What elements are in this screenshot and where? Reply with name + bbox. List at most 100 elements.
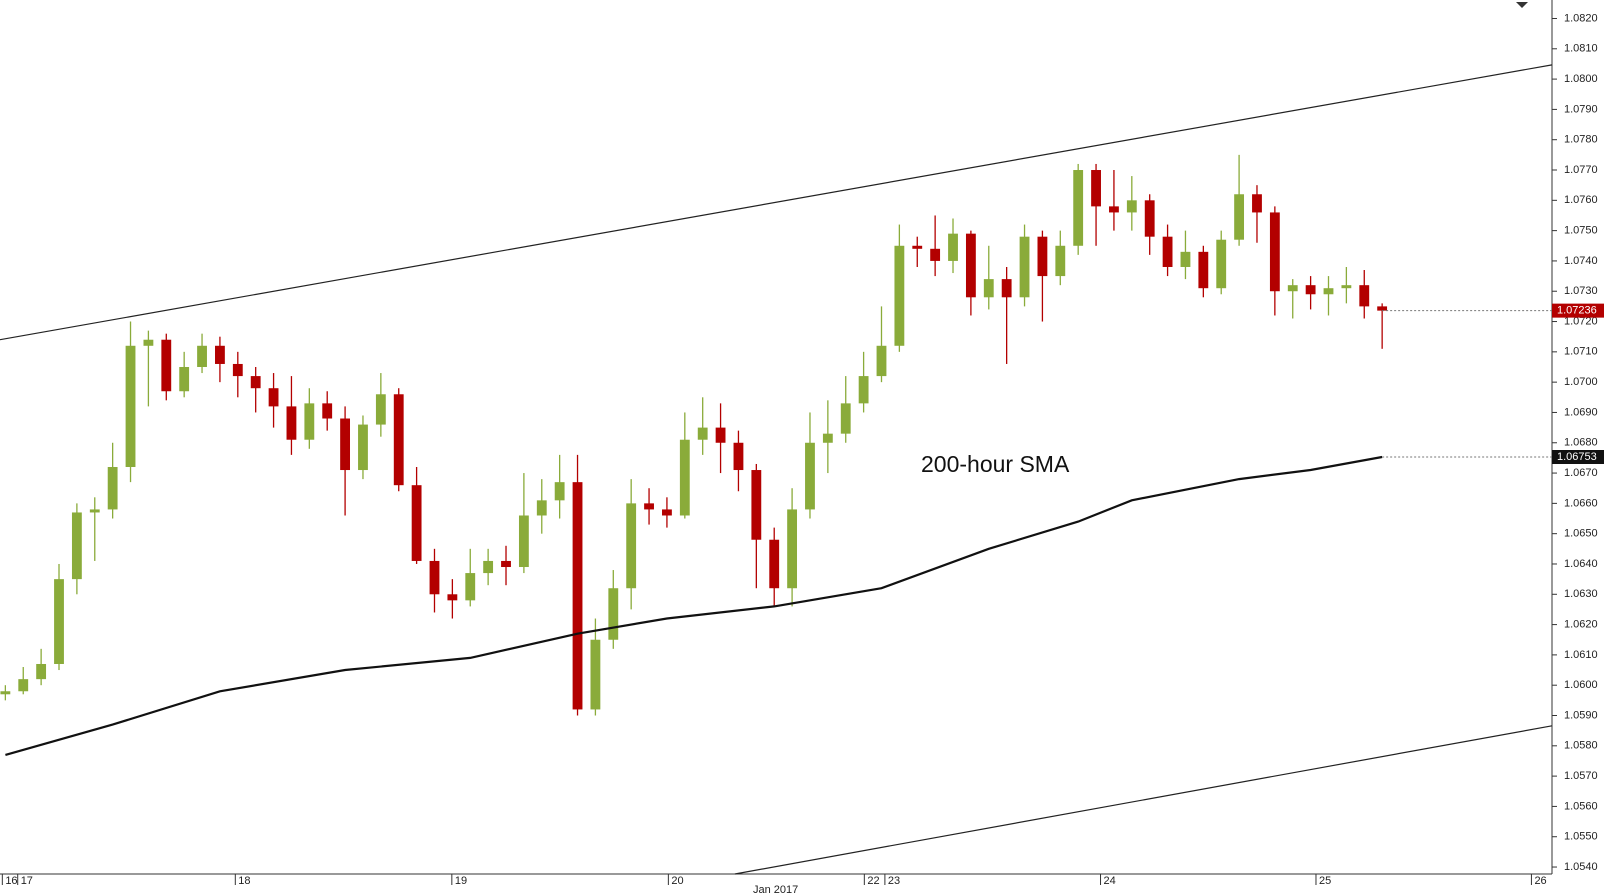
candle-body	[1180, 251, 1191, 267]
candle-body	[590, 639, 601, 710]
candle-body	[54, 579, 64, 664]
candle-body	[1001, 279, 1012, 298]
candle-body	[733, 442, 744, 471]
candle-body	[197, 345, 207, 367]
candle-body	[930, 248, 941, 261]
candle-body	[447, 594, 458, 601]
candle-body	[787, 509, 798, 589]
candle-body	[340, 418, 351, 471]
candle-body	[322, 403, 333, 419]
y-tick-label: 1.0620	[1564, 618, 1598, 630]
x-tick-label: 20	[671, 875, 683, 887]
y-tick-label: 1.0810	[1564, 43, 1598, 55]
candle-body	[268, 388, 279, 407]
candle-body	[1234, 194, 1245, 240]
candle-body	[36, 663, 47, 680]
candle-body	[1198, 251, 1209, 289]
candle-body	[1091, 170, 1101, 207]
candle-body	[286, 406, 297, 440]
y-tick-label: 1.0720	[1564, 315, 1598, 327]
candle-body	[572, 482, 583, 710]
candle-body	[679, 439, 690, 516]
candle-body	[805, 442, 815, 510]
candle-body	[483, 560, 494, 574]
candle-body	[1144, 200, 1155, 237]
candle-body	[465, 573, 476, 601]
candle-body	[1126, 200, 1137, 213]
candle-body	[0, 691, 11, 695]
candle-body	[948, 233, 958, 261]
trendline	[734, 725, 1553, 875]
y-tick-label: 1.0660	[1564, 497, 1598, 509]
x-tick-label: 16	[5, 875, 17, 887]
candle-body	[1073, 170, 1084, 246]
x-tick-label: 26	[1534, 875, 1546, 887]
candle-body	[894, 245, 905, 346]
candle-body	[215, 345, 225, 364]
candle-body	[518, 515, 529, 568]
trendline	[0, 64, 1553, 341]
y-tick-label: 1.0600	[1564, 679, 1598, 691]
y-tick-label: 1.0820	[1564, 12, 1598, 24]
candle-body	[858, 376, 869, 404]
x-tick-label: 25	[1319, 875, 1331, 887]
x-tick-label: 18	[238, 875, 250, 887]
candle-body	[751, 470, 762, 540]
candle-body	[18, 679, 29, 692]
candle-body	[912, 245, 923, 249]
candle-body	[662, 509, 672, 516]
candle-body	[143, 339, 154, 346]
y-tick-label: 1.0560	[1564, 800, 1598, 812]
candle-body	[429, 560, 440, 595]
y-tick-label: 1.0800	[1564, 73, 1598, 85]
y-tick-label: 1.0570	[1564, 770, 1598, 782]
sma-annotation: 200-hour SMA	[921, 451, 1070, 477]
y-tick-label: 1.0650	[1564, 528, 1598, 540]
candle-body	[983, 279, 994, 298]
y-tick-label: 1.0640	[1564, 558, 1598, 570]
candle-body	[965, 233, 976, 298]
y-tick-label: 1.0770	[1564, 164, 1598, 176]
candle-body	[697, 427, 708, 440]
candle-body	[1252, 194, 1262, 213]
x-tick-label: 24	[1104, 875, 1116, 887]
y-tick-label: 1.0690	[1564, 406, 1598, 418]
candle-body	[358, 424, 368, 471]
candle-body	[1377, 306, 1388, 311]
y-tick-label: 1.0580	[1564, 740, 1598, 752]
candle-body	[626, 503, 637, 589]
candle-body	[715, 427, 726, 443]
candle-body	[1359, 285, 1370, 307]
candle-body	[536, 500, 547, 516]
sma-line	[5, 455, 1383, 756]
y-tick-label: 1.0680	[1564, 437, 1598, 449]
candle-body	[250, 376, 261, 389]
menu-arrow[interactable]	[1516, 2, 1528, 8]
candle-body	[375, 394, 386, 425]
candle-body	[107, 467, 118, 510]
y-tick-label: 1.0590	[1564, 709, 1598, 721]
y-tick-label: 1.0780	[1564, 134, 1598, 146]
candle-body	[876, 345, 887, 377]
x-axis-secondary-label: Jan 2017	[753, 884, 798, 896]
candle-body	[1019, 236, 1030, 298]
y-tick-label: 1.0670	[1564, 467, 1598, 479]
y-tick-label: 1.0790	[1564, 103, 1598, 115]
candle-body	[232, 363, 243, 377]
candle-body	[304, 403, 315, 440]
price-badge-label: 1.07236	[1557, 305, 1597, 317]
y-tick-label: 1.0540	[1564, 861, 1598, 873]
y-tick-label: 1.0630	[1564, 588, 1598, 600]
candle-body	[822, 433, 833, 443]
candle-body	[769, 539, 780, 589]
candle-body	[1055, 245, 1066, 277]
x-tick-label: 22	[867, 875, 879, 887]
y-tick-label: 1.0750	[1564, 225, 1598, 237]
y-tick-label: 1.0610	[1564, 649, 1598, 661]
candle-body	[1269, 212, 1280, 292]
candle-body	[1216, 239, 1227, 289]
y-tick-label: 1.0550	[1564, 831, 1598, 843]
price-badge	[1552, 303, 1604, 318]
candle-body	[608, 588, 619, 640]
